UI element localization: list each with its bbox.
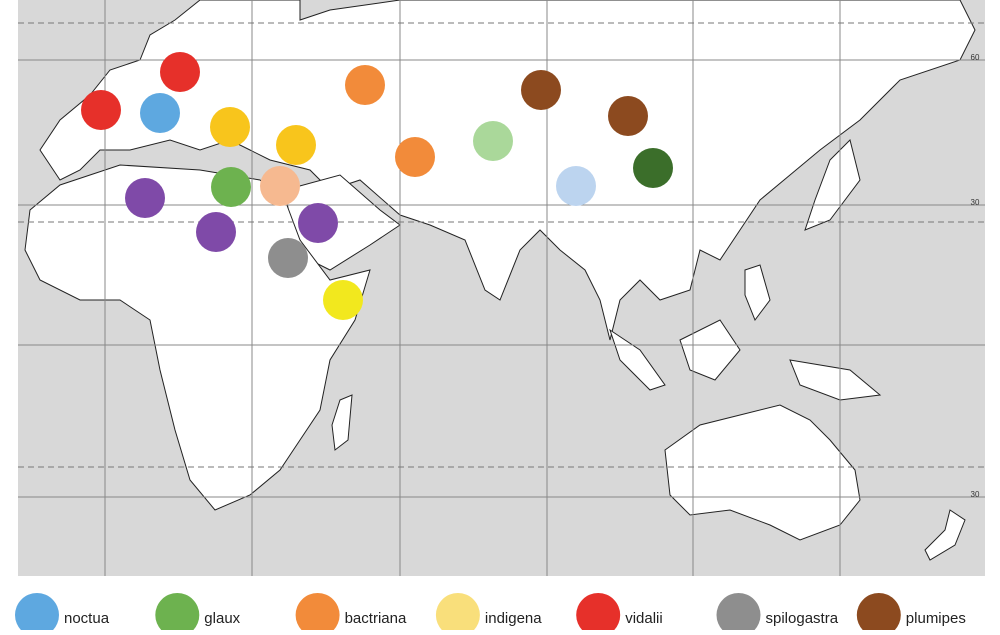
legend-item: vidalii [576, 593, 663, 635]
borneo [679, 319, 741, 381]
occurrence [276, 125, 316, 165]
legend-item: bactriana [295, 593, 407, 635]
map: 60 30 30 [18, 0, 985, 576]
occurrences [81, 52, 673, 320]
occurrence [260, 166, 300, 206]
lat-label: 30 [971, 198, 980, 207]
legend-swatch [435, 593, 480, 635]
philippines [744, 264, 771, 322]
legend-swatch [15, 593, 59, 635]
legend-item: noctua [15, 593, 110, 635]
legend-item: spilogastra [716, 593, 839, 635]
occurrence [556, 166, 596, 206]
legend-label: glaux [204, 610, 240, 627]
occurrence [211, 167, 251, 207]
legend-label: spilogastra [766, 610, 839, 627]
occurrence [395, 137, 435, 177]
legend-label: noctua [64, 610, 110, 627]
legend-item: glaux [155, 593, 241, 635]
legend-label: vidalii [625, 610, 663, 627]
legend: noctua glaux bactriana indigena vidalii spilo… [15, 593, 966, 635]
occurrence [160, 52, 200, 92]
occurrence [298, 203, 338, 243]
eurasia [39, 0, 976, 341]
occurrence [345, 65, 385, 105]
legend-label: indigena [485, 610, 542, 627]
australia [664, 404, 861, 541]
occurrence [473, 121, 513, 161]
occurrence [140, 93, 180, 133]
occurrence [196, 212, 236, 252]
occurrence [210, 107, 250, 147]
occurrence [521, 70, 561, 110]
legend-swatch [295, 593, 340, 635]
lat-label: 30 [971, 490, 980, 499]
new-zealand [924, 509, 966, 561]
legend-swatch [576, 593, 621, 635]
occurrence [81, 90, 121, 130]
legend-swatch [155, 593, 200, 635]
occurrence [268, 238, 308, 278]
madagascar [331, 394, 353, 451]
legend-swatch [716, 593, 761, 635]
occurrence [608, 96, 648, 136]
lat-label: 60 [971, 53, 980, 62]
legend-label: bactriana [345, 610, 407, 627]
occurrence [323, 280, 363, 320]
occurrence [633, 148, 673, 188]
occurrence [125, 178, 165, 218]
legend-swatch [856, 593, 901, 635]
legend-item: indigena [435, 593, 542, 635]
legend-label: plumipes [906, 610, 966, 627]
japan [804, 139, 861, 231]
legend-item: plumipes [856, 593, 966, 635]
